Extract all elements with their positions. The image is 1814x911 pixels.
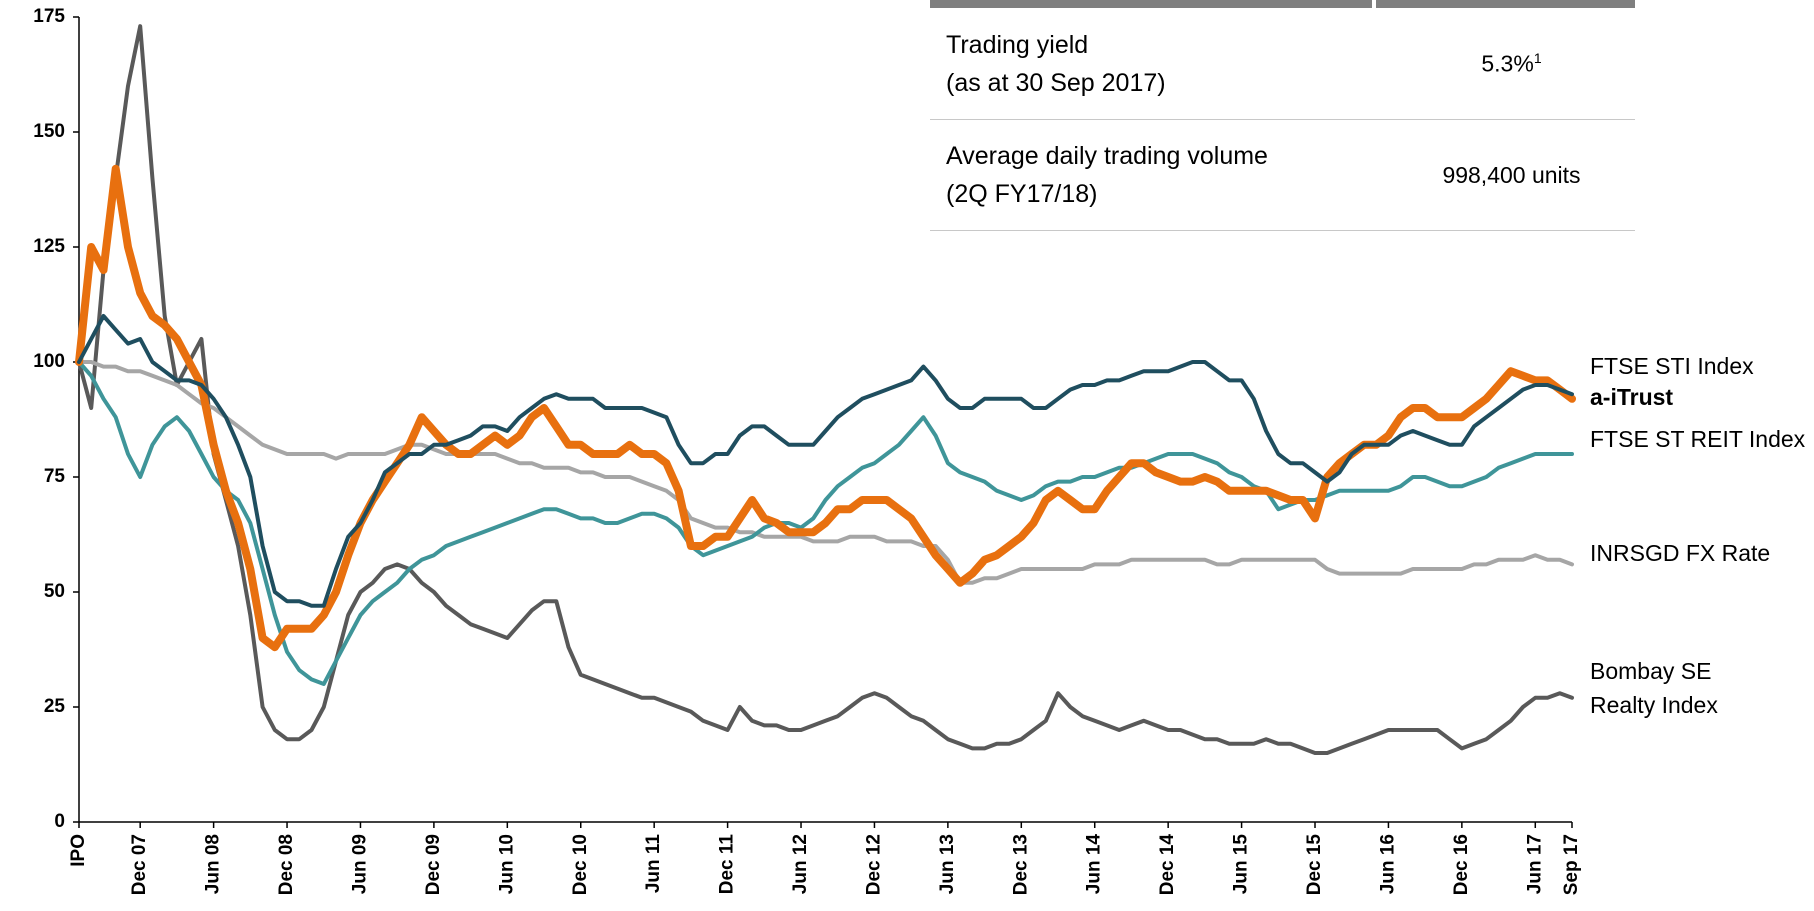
header-cell bbox=[1376, 0, 1635, 8]
series-line bbox=[75, 164, 1576, 652]
row-value: 998,400 units bbox=[1388, 162, 1635, 189]
x-tick-label: Jun 12 bbox=[790, 834, 811, 894]
series-label: Bombay SE Realty Index bbox=[1590, 658, 1718, 718]
x-tick-label: Jun 16 bbox=[1377, 834, 1398, 894]
x-tick-label: Jun 17 bbox=[1524, 834, 1545, 894]
x-tick-label: Dec 11 bbox=[717, 834, 738, 895]
x-tick-label: Dec 09 bbox=[423, 834, 444, 895]
label-line: (as at 30 Sep 2017) bbox=[946, 68, 1166, 97]
x-tick-label: Jun 13 bbox=[937, 834, 958, 894]
y-tick-label: 175 bbox=[33, 6, 65, 27]
series-line bbox=[77, 314, 1574, 608]
x-tick-label: Dec 13 bbox=[1010, 834, 1031, 895]
series-line bbox=[77, 360, 1574, 585]
series-label: FTSE STI Index bbox=[1590, 353, 1754, 379]
x-tick-label: Dec 12 bbox=[863, 834, 884, 895]
series-label: FTSE ST REIT Index bbox=[1590, 426, 1806, 452]
x-tick-label: Jun 08 bbox=[203, 834, 224, 894]
row-value: 5.3%1 bbox=[1388, 50, 1635, 78]
row-label: Trading yield (as at 30 Sep 2017) bbox=[930, 26, 1388, 102]
label-line: Average daily trading volume bbox=[946, 142, 1268, 170]
x-tick-label: Sep 17 bbox=[1561, 834, 1582, 895]
series-line bbox=[77, 24, 1574, 755]
series-label: a-iTrust bbox=[1590, 384, 1674, 410]
label-line: (2Q FY17/18) bbox=[946, 180, 1098, 208]
y-tick-label: 0 bbox=[54, 811, 65, 832]
footnote-mark: 1 bbox=[1533, 49, 1542, 66]
table-row: Average daily trading volume (2Q FY17/18)… bbox=[930, 120, 1635, 231]
info-table: Trading yield (as at 30 Sep 2017) 5.3%1 A… bbox=[930, 0, 1635, 231]
table-header bbox=[930, 0, 1635, 8]
x-tick-label: Dec 08 bbox=[276, 834, 297, 895]
x-tick-label: Dec 10 bbox=[570, 834, 591, 895]
y-tick-label: 25 bbox=[44, 696, 66, 717]
label-line: Trading yield bbox=[946, 30, 1089, 59]
x-tick-label: IPO bbox=[68, 834, 89, 867]
y-tick-label: 100 bbox=[33, 351, 65, 372]
y-tick-label: 125 bbox=[33, 236, 65, 257]
x-tick-label: Dec 14 bbox=[1157, 834, 1178, 896]
x-tick-label: Dec 16 bbox=[1451, 834, 1472, 895]
x-tick-label: Jun 14 bbox=[1084, 834, 1105, 895]
y-tick-label: 50 bbox=[44, 581, 65, 602]
x-tick-label: Jun 10 bbox=[496, 834, 517, 894]
value-text: 998,400 units bbox=[1442, 161, 1581, 188]
header-cell bbox=[930, 0, 1372, 8]
series-label: INRSGD FX Rate bbox=[1590, 540, 1771, 566]
x-tick-label: Jun 09 bbox=[349, 834, 370, 894]
x-tick-label: Dec 15 bbox=[1304, 834, 1325, 896]
x-tick-label: Dec 07 bbox=[129, 834, 150, 895]
value-text: 5.3% bbox=[1481, 50, 1534, 77]
x-tick-label: Jun 11 bbox=[643, 834, 664, 894]
y-tick-label: 150 bbox=[33, 121, 65, 142]
table-row: Trading yield (as at 30 Sep 2017) 5.3%1 bbox=[930, 8, 1635, 120]
row-label: Average daily trading volume (2Q FY17/18) bbox=[930, 137, 1388, 213]
y-tick-label: 75 bbox=[44, 466, 66, 487]
x-tick-label: Jun 15 bbox=[1231, 834, 1252, 895]
